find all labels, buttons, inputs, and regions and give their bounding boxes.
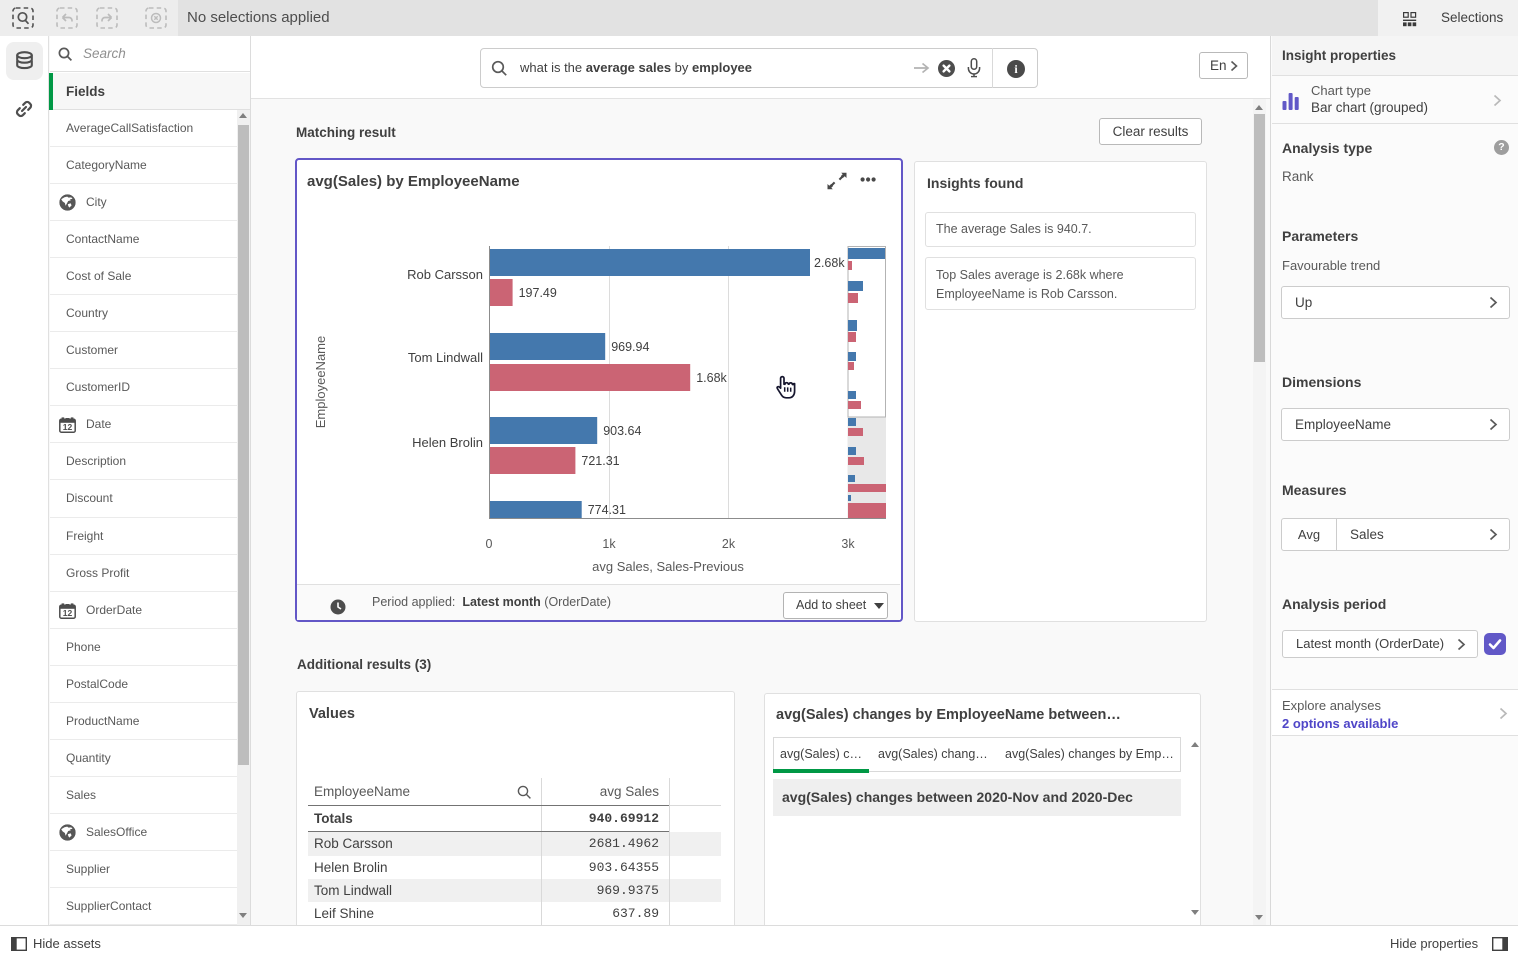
svg-text:2k: 2k: [722, 537, 736, 551]
svg-text:12: 12: [63, 608, 73, 618]
svg-text:774.31: 774.31: [588, 503, 626, 517]
svg-text:2.68k: 2.68k: [814, 256, 845, 270]
svg-text:197.49: 197.49: [519, 286, 557, 300]
svg-text:EmployeeName: EmployeeName: [313, 336, 328, 429]
svg-text:0: 0: [486, 537, 493, 551]
svg-text:1k: 1k: [602, 537, 616, 551]
svg-text:Rob Carsson: Rob Carsson: [407, 267, 483, 282]
svg-text:3k: 3k: [841, 537, 855, 551]
svg-text:12: 12: [63, 423, 73, 433]
svg-text:1.68k: 1.68k: [696, 371, 727, 385]
svg-text:Helen Brolin: Helen Brolin: [412, 435, 483, 450]
svg-text:969.94: 969.94: [611, 340, 649, 354]
svg-text:721.31: 721.31: [581, 454, 619, 468]
svg-text:903.64: 903.64: [603, 424, 641, 438]
svg-text:avg Sales, Sales-Previous: avg Sales, Sales-Previous: [592, 559, 744, 574]
svg-text:Tom Lindwall: Tom Lindwall: [408, 350, 483, 365]
